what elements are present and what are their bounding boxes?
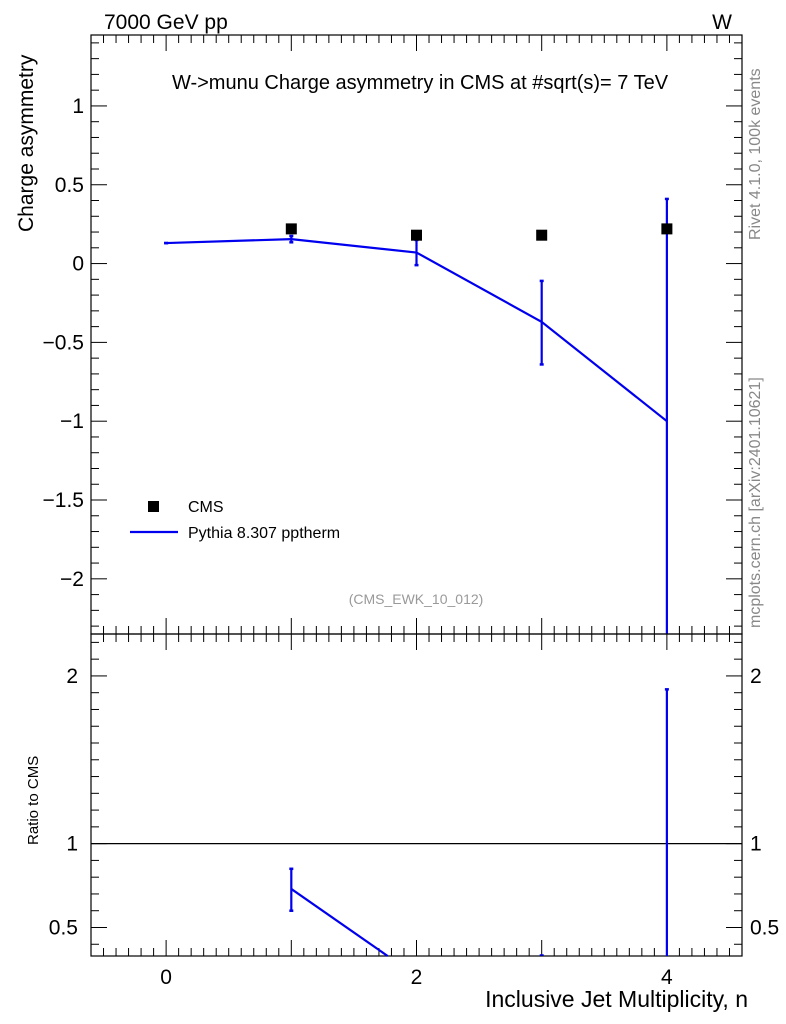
legend-cms-label: CMS: [188, 499, 224, 516]
y-tick-label: −0.5: [43, 331, 84, 354]
y-tick-label: −1.5: [43, 489, 84, 512]
ratio-y-tick-label-right: 1: [750, 833, 762, 856]
ratio-y-tick-label: 1: [66, 833, 78, 856]
legend: CMS Pythia 8.307 pptherm: [130, 499, 340, 542]
y-tick-label: 0: [72, 253, 84, 276]
y-tick-label: −2: [60, 568, 84, 591]
ratio-axis-ticks: 0 2 4 2 2 1 1 0.5 0.5: [49, 634, 779, 989]
ratio-ylabel: Ratio to CMS: [25, 756, 42, 845]
cms-data-point: [536, 229, 548, 241]
ratio-y-tick-label-right: 2: [750, 665, 762, 688]
y-tick-label: 0.5: [55, 174, 84, 197]
ratio-y-tick-label: 2: [66, 665, 78, 688]
main-panel: 1 0.5 0 −0.5 −1 −1.5 −2 W->munu Charge asymmet…: [15, 34, 743, 635]
rivet-version-label: Rivet 4.1.0, 100k events: [747, 68, 764, 240]
energy-label: 7000 GeV pp: [104, 11, 228, 34]
main-series-layer: [164, 197, 673, 634]
pythia-line: [166, 238, 668, 423]
ratio-panel: 0 2 4 2 2 1 1 0.5 0.5 Ratio to CMS Inclusive Jet…: [25, 633, 779, 1012]
mcplots-label: mcplots.cern.ch [arXiv:2401.10621]: [747, 377, 764, 628]
ratio-series-layer: [91, 688, 742, 957]
cms-data-point: [285, 223, 297, 235]
legend-pythia-label: Pythia 8.307 pptherm: [188, 525, 340, 542]
main-plot-frame: [90, 34, 743, 635]
x-tick-label: 0: [160, 966, 172, 989]
x-tick-label: 2: [411, 966, 423, 989]
ratio-pythia-line: [290, 888, 389, 957]
x-axis-label: Inclusive Jet Multiplicity, n: [485, 986, 748, 1012]
analysis-label: (CMS_EWK_10_012): [349, 591, 484, 607]
y-tick-label: −1: [60, 410, 84, 433]
ratio-y-tick-label: 0.5: [49, 916, 78, 939]
main-axis-ticks: 1 0.5 0 −0.5 −1 −1.5 −2: [43, 35, 742, 634]
x-tick-label: 4: [661, 966, 673, 989]
cms-data-point: [661, 223, 673, 235]
y-tick-label: 1: [72, 95, 84, 118]
ratio-plot-frame: [90, 633, 743, 957]
main-title: W->munu Charge asymmetry in CMS at #sqrt…: [172, 72, 669, 94]
ratio-y-tick-label-right: 0.5: [750, 916, 779, 939]
process-label: W: [712, 11, 732, 34]
legend-cms-marker: [148, 501, 159, 512]
cms-data-point: [411, 229, 422, 241]
main-ylabel: Charge asymmetry: [15, 54, 38, 232]
